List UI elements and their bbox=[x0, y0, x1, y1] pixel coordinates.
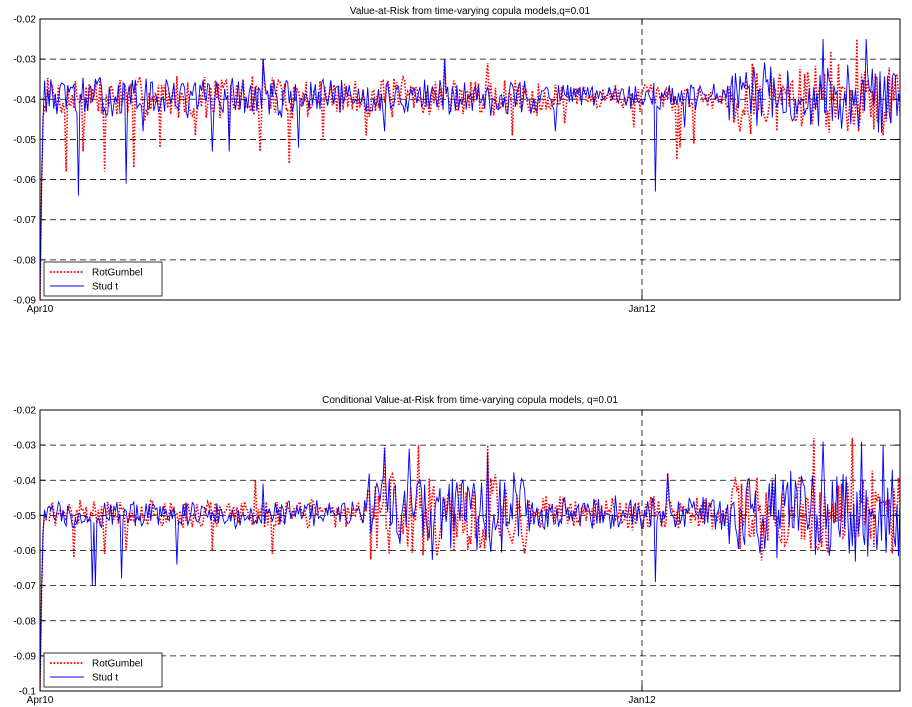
y-tick-label: -0.08 bbox=[13, 255, 36, 266]
series-line-stud-t bbox=[40, 441, 900, 691]
x-tick-label: Jan12 bbox=[628, 695, 656, 706]
y-tick-label: -0.03 bbox=[13, 55, 36, 66]
legend-box bbox=[43, 261, 163, 297]
y-tick-label: -0.07 bbox=[13, 581, 36, 592]
y-tick-label: -0.09 bbox=[13, 651, 36, 662]
series-line-rotgumbel bbox=[40, 438, 900, 691]
y-tick-label: -0.06 bbox=[13, 175, 36, 186]
chart-2: Conditional Value-at-Risk from time-vary… bbox=[13, 395, 901, 706]
y-tick-label: -0.06 bbox=[13, 546, 36, 557]
plot-frame bbox=[39, 18, 901, 301]
legend-entry: RotGumbel bbox=[92, 659, 143, 670]
chart-title: Conditional Value-at-Risk from time-vary… bbox=[322, 395, 618, 406]
legend-entry: Stud t bbox=[92, 282, 118, 293]
chart-title: Value-at-Risk from time-varying copula m… bbox=[350, 6, 591, 17]
y-tick-label: -0.07 bbox=[13, 215, 36, 226]
plot-frame bbox=[39, 409, 901, 692]
y-tick-label: -0.05 bbox=[13, 135, 36, 146]
x-tick-label: Apr10 bbox=[27, 695, 54, 706]
y-tick-label: -0.03 bbox=[13, 441, 36, 452]
legend: RotGumbel Stud t bbox=[43, 652, 163, 688]
x-tick-label: Jan12 bbox=[628, 304, 656, 315]
legend-entry: Stud t bbox=[92, 673, 118, 684]
y-tick-label: -0.05 bbox=[13, 511, 36, 522]
y-tick-label: -0.04 bbox=[13, 476, 36, 487]
legend: RotGumbel Stud t bbox=[43, 261, 163, 297]
y-tick-label: -0.08 bbox=[13, 616, 36, 627]
y-tick-label: -0.04 bbox=[13, 95, 36, 106]
series-line-stud-t bbox=[40, 39, 900, 300]
y-tick-label: -0.1 bbox=[19, 687, 37, 698]
legend-entry: RotGumbel bbox=[92, 268, 143, 279]
legend-box bbox=[43, 652, 163, 688]
chart-1: Value-at-Risk from time-varying copula m… bbox=[13, 6, 901, 315]
x-tick-label: Apr10 bbox=[27, 304, 54, 315]
y-tick-label: -0.09 bbox=[13, 296, 36, 307]
y-tick-label: -0.02 bbox=[13, 406, 36, 417]
y-tick-label: -0.02 bbox=[13, 15, 36, 26]
